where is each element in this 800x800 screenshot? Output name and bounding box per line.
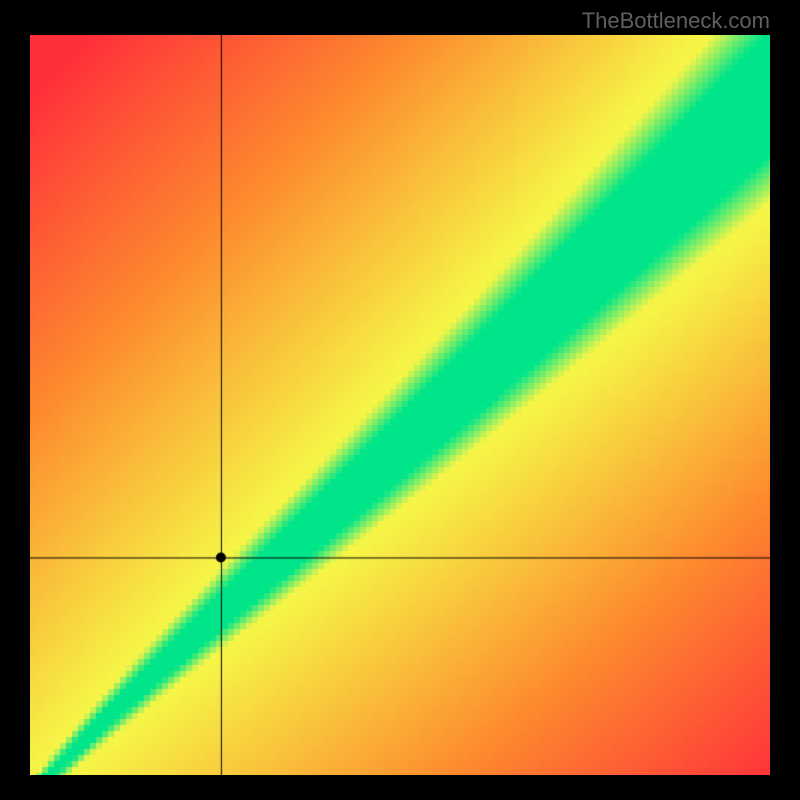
watermark-text: TheBottleneck.com: [582, 8, 770, 34]
bottleneck-heatmap: [30, 35, 770, 775]
